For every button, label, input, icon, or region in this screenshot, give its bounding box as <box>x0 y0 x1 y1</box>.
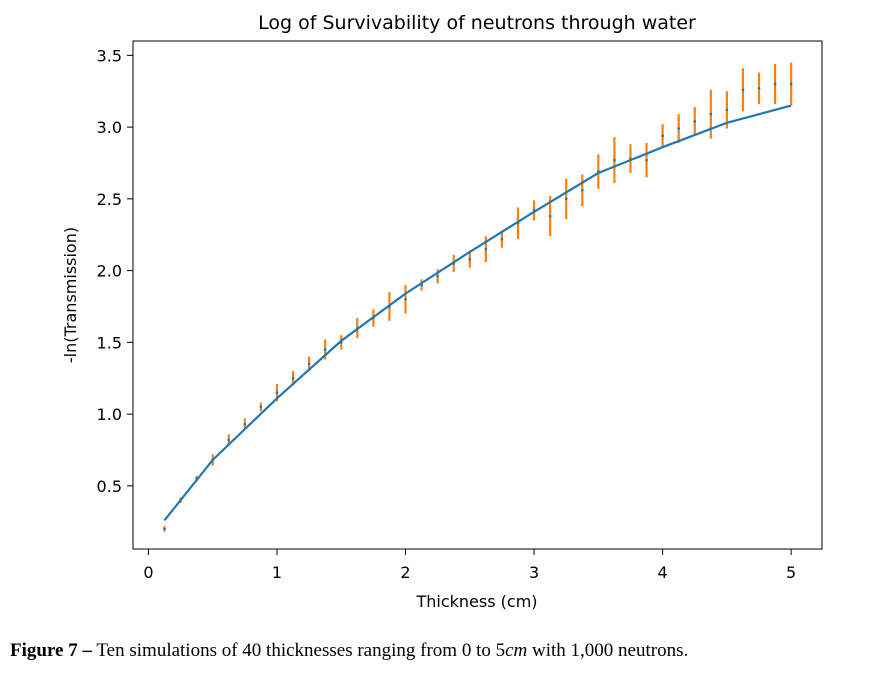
data-point <box>484 247 488 251</box>
data-point <box>789 82 793 86</box>
caption-unit: cm <box>505 640 528 661</box>
data-point <box>677 127 680 130</box>
data-point <box>580 188 584 192</box>
caption-text: Ten simulations of 40 thicknesses rangin… <box>96 640 506 661</box>
x-tick-label: 4 <box>658 563 668 582</box>
caption-label: Figure 7 – <box>10 640 92 661</box>
y-tick-label: 1.5 <box>97 333 122 352</box>
data-point <box>163 527 166 531</box>
data-point <box>741 88 745 92</box>
y-tick-label: 1.0 <box>97 405 122 424</box>
x-axis: 0 1 2 3 4 5 <box>143 549 796 582</box>
data-point <box>227 438 231 442</box>
data-point <box>773 82 777 86</box>
y-tick-label: 0.5 <box>97 477 122 496</box>
data-point <box>500 237 504 241</box>
x-axis-label: Thickness (cm) <box>415 592 537 611</box>
data-point <box>757 87 761 90</box>
x-tick-label: 5 <box>786 563 796 582</box>
data-point <box>468 257 472 261</box>
fit-curve <box>163 104 792 521</box>
data-point <box>709 112 713 116</box>
y-tick-label: 2.0 <box>97 262 122 281</box>
x-tick-label: 1 <box>272 563 282 582</box>
data-point <box>436 275 439 278</box>
data-point <box>725 108 729 112</box>
data-point <box>323 348 327 351</box>
plot-frame <box>132 40 823 550</box>
caption-text-end: with 1,000 neutrons. <box>532 640 689 661</box>
y-tick-label: 2.5 <box>97 190 122 209</box>
x-tick-label: 0 <box>143 563 153 582</box>
data-point <box>243 422 247 426</box>
x-tick-label: 2 <box>400 563 410 582</box>
y-tick-label: 3.5 <box>97 46 122 65</box>
y-axis: 0.5 1.0 1.5 2.0 2.5 3.0 3.5 <box>97 46 133 496</box>
x-tick-label: 3 <box>529 563 539 582</box>
data-point <box>259 405 263 409</box>
y-axis-label: -ln(Transmission) <box>61 227 80 363</box>
y-tick-label: 3.0 <box>97 118 122 137</box>
point-series <box>163 82 793 531</box>
data-point <box>307 362 311 366</box>
data-point <box>693 120 697 123</box>
figure-caption: Figure 7 – Ten simulations of 40 thickne… <box>10 640 880 662</box>
chart-title: Log of Survivability of neutrons through… <box>258 12 696 34</box>
data-point <box>661 134 664 138</box>
data-point <box>645 158 648 162</box>
data-point <box>291 376 295 380</box>
data-point <box>613 158 616 162</box>
data-point <box>275 391 279 394</box>
data-point <box>404 298 407 301</box>
data-point <box>564 197 568 201</box>
data-point <box>548 214 552 218</box>
